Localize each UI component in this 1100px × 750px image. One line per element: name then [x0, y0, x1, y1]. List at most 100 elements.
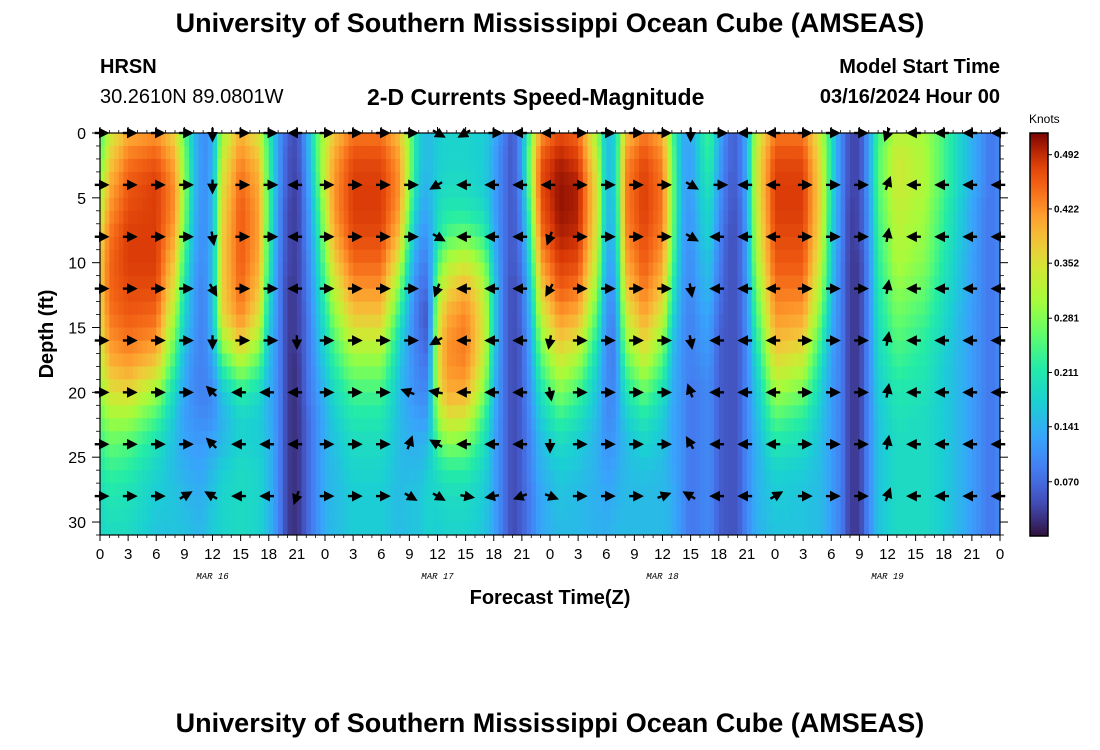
heatmap-cell [240, 184, 246, 199]
heatmap-cell [517, 249, 523, 264]
heatmap-cell [526, 288, 532, 303]
heatmap-cell [273, 366, 279, 380]
heatmap-cell [226, 457, 232, 471]
heatmap-cell [554, 392, 560, 406]
heatmap-cell [175, 171, 181, 186]
heatmap-cell [803, 379, 809, 393]
heatmap-cell [109, 223, 115, 238]
heatmap-cell [296, 379, 303, 393]
heatmap-cell [639, 457, 645, 471]
heatmap-cell [250, 249, 256, 264]
heatmap-cell [751, 327, 757, 342]
heatmap-cell [362, 483, 368, 497]
heatmap-cell [221, 379, 228, 393]
heatmap-cell [592, 366, 598, 380]
heatmap-cell [437, 145, 443, 160]
heatmap-cell [250, 223, 256, 238]
heatmap-cell [521, 353, 528, 368]
heatmap-cell [578, 444, 584, 458]
heatmap-cell [798, 327, 804, 342]
heatmap-cell [189, 340, 195, 355]
heatmap-cell [826, 158, 832, 173]
heatmap-cell [296, 366, 303, 380]
heatmap-cell [357, 301, 364, 316]
heatmap-cell [704, 353, 710, 368]
heatmap-cell [803, 431, 809, 445]
heatmap-cell [531, 444, 537, 458]
heatmap-cell [573, 249, 579, 264]
heatmap-cell [390, 509, 396, 523]
heatmap-cell [212, 210, 218, 225]
heatmap-cell [521, 457, 528, 471]
heatmap-cell [643, 444, 650, 458]
heatmap-cell [700, 392, 706, 406]
heatmap-cell [587, 145, 593, 160]
heatmap-cell [582, 301, 589, 316]
heatmap-cell [273, 431, 279, 445]
heatmap-cell [404, 288, 410, 303]
heatmap-cell [142, 405, 148, 419]
heatmap-cell [132, 288, 139, 303]
heatmap-cell [128, 353, 134, 368]
heatmap-cell [512, 210, 518, 225]
heatmap-cell [221, 405, 228, 419]
heatmap-cell [465, 249, 471, 264]
heatmap-cell [367, 223, 373, 238]
heatmap-cell [592, 509, 598, 523]
heatmap-cell [371, 431, 378, 445]
heatmap-cell [587, 223, 593, 238]
heatmap-cell [385, 522, 392, 535]
heatmap-cell [601, 145, 607, 160]
heatmap-cell [282, 496, 289, 510]
heatmap-cell [845, 133, 851, 147]
heatmap-cell [521, 392, 528, 406]
heatmap-cell [259, 158, 265, 173]
heatmap-cell [381, 522, 387, 535]
heatmap-cell [746, 249, 753, 264]
heatmap-cell [484, 145, 490, 160]
heatmap-cell [596, 145, 603, 160]
heatmap-cell [789, 133, 795, 147]
heatmap-cell [662, 366, 668, 380]
heatmap-cell [484, 418, 490, 432]
heatmap-cell [709, 275, 715, 290]
heatmap-cell [653, 444, 659, 458]
heatmap-cell [596, 184, 603, 199]
heatmap-cell [132, 444, 139, 458]
heatmap-cell [165, 509, 171, 523]
heatmap-cell [259, 509, 265, 523]
heatmap-cell [568, 288, 575, 303]
heatmap-cell [343, 522, 350, 535]
heatmap-cell [428, 275, 434, 290]
heatmap-cell [189, 236, 195, 251]
heatmap-cell [231, 275, 237, 290]
heatmap-cell [170, 275, 176, 290]
heatmap-cell [709, 522, 715, 535]
heatmap-cell [728, 327, 734, 342]
heatmap-cell [643, 223, 650, 238]
heatmap-cell [442, 470, 448, 484]
heatmap-cell [559, 249, 565, 264]
heatmap-cell [573, 457, 579, 471]
heatmap-cell [751, 457, 757, 471]
heatmap-cell [240, 158, 246, 173]
heatmap-cell [695, 145, 701, 160]
heatmap-cell [376, 470, 382, 484]
heatmap-cell [217, 197, 223, 212]
heatmap-cell [596, 158, 603, 173]
heatmap-cell [573, 366, 579, 380]
heatmap-cell [592, 470, 598, 484]
heatmap-cell [798, 314, 804, 329]
heatmap-cell [545, 197, 551, 212]
heatmap-cell [737, 262, 743, 277]
heatmap-cell [493, 288, 500, 303]
heatmap-cell [779, 210, 785, 225]
heatmap-cell [760, 197, 767, 212]
heatmap-cell [639, 184, 645, 199]
heatmap-cell [470, 249, 476, 264]
heatmap-cell [596, 431, 603, 445]
heatmap-cell [189, 353, 195, 368]
heatmap-cell [503, 379, 509, 393]
heatmap-cell [826, 522, 832, 535]
heatmap-cell [217, 275, 223, 290]
